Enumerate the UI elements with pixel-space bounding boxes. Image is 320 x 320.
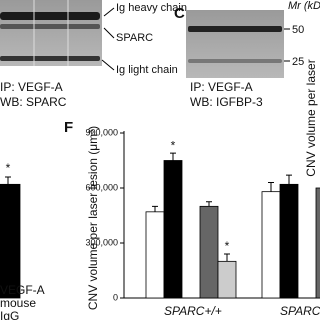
- error-bar: [286, 174, 292, 185]
- x-label: SPARC+/+: [164, 304, 222, 318]
- x-label: VEGF-A: [0, 283, 45, 297]
- panel-letter: F: [64, 119, 73, 136]
- caption: IP: VEGF-A: [190, 80, 253, 94]
- y-tick-label: 600,000: [85, 182, 118, 192]
- arrows: [101, 7, 115, 71]
- unit: Mr (kDa): [288, 0, 320, 12]
- blot-c: [186, 10, 290, 78]
- marker: 50: [292, 24, 304, 36]
- y-tick-label: 0: [113, 292, 118, 302]
- axis-label: CNV volume per laser lesion (μm³): [86, 126, 100, 310]
- error-bar: [268, 182, 274, 192]
- error-bar: [224, 253, 230, 262]
- label: SPARC: [116, 32, 153, 44]
- marker: 25: [292, 56, 304, 68]
- error-bar: [206, 201, 212, 207]
- error-bar: [152, 205, 158, 212]
- bar: [199, 205, 219, 299]
- annotation: *: [171, 138, 176, 152]
- x-label: SPARC: [280, 304, 320, 318]
- bar: [163, 160, 183, 299]
- caption: WB: SPARC: [0, 95, 67, 109]
- bar: [279, 183, 299, 299]
- blot-b: [0, 0, 102, 66]
- annotation: *: [6, 161, 11, 175]
- panel-letter: C: [174, 5, 185, 22]
- axis-label: CNV volume per laser: [304, 59, 318, 176]
- row-label: IgG: [0, 309, 19, 320]
- row-label: mouse: [0, 296, 36, 310]
- error-bar: [170, 152, 176, 161]
- annotation: *: [225, 239, 230, 253]
- bar: [261, 191, 281, 299]
- caption: WB: IGFBP-3: [190, 95, 263, 109]
- y-tick-label: 300,000: [85, 237, 118, 247]
- label: Ig heavy chain: [116, 2, 187, 14]
- y-tick-label: 900,000: [85, 127, 118, 137]
- bar: [217, 260, 237, 299]
- bar: [0, 183, 21, 299]
- label: Ig light chain: [116, 64, 178, 76]
- caption: IP: VEGF-A: [0, 80, 63, 94]
- bar: [145, 211, 165, 299]
- error-bar: [5, 176, 11, 185]
- bar: [315, 187, 320, 299]
